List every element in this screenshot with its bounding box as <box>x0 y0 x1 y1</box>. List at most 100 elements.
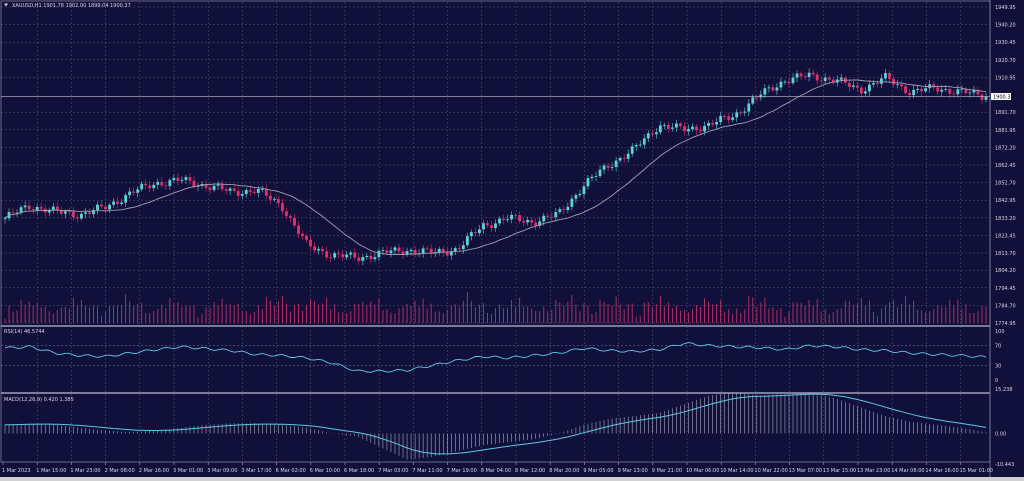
price-axis-label: 1910.95 <box>995 75 1016 81</box>
bull-candle <box>92 210 95 215</box>
bear-candle <box>75 217 79 219</box>
bull-candle <box>630 146 634 154</box>
bull-candle <box>23 205 27 208</box>
bull-candle <box>377 250 381 258</box>
bear-candle <box>518 215 522 222</box>
bull-candle <box>896 84 899 86</box>
bull-candle <box>779 81 783 88</box>
bull-candle <box>180 179 184 181</box>
bear-candle <box>31 209 35 211</box>
bear-candle <box>309 239 312 247</box>
bear-candle <box>904 86 907 94</box>
bear-candle <box>546 215 550 217</box>
time-axis-label: 14 Mar 08:00 <box>891 468 924 474</box>
bear-candle <box>88 212 91 215</box>
bull-candle <box>120 202 124 204</box>
time-axis-label: 8 Mar 20:00 <box>549 468 579 474</box>
bear-candle <box>666 124 670 129</box>
bull-candle <box>35 206 39 211</box>
bear-candle <box>699 130 702 132</box>
bear-candle <box>305 236 308 240</box>
bull-candle <box>389 250 393 254</box>
time-axis-label: 7 Mar 11:00 <box>412 468 442 474</box>
bull-candle <box>582 186 586 194</box>
price-axis-label: 1784.70 <box>995 303 1016 309</box>
bear-candle <box>739 112 743 114</box>
bear-candle <box>622 158 626 159</box>
bear-candle <box>502 218 505 220</box>
bull-candle <box>574 195 578 199</box>
bull-candle <box>482 223 485 230</box>
bear-candle <box>144 183 148 186</box>
bear-candle <box>831 79 835 83</box>
bull-candle <box>867 84 871 92</box>
bull-candle <box>972 90 976 93</box>
bear-candle <box>397 247 401 252</box>
bear-candle <box>224 189 228 191</box>
bull-candle <box>19 207 23 213</box>
price-axis-label: 1940.20 <box>995 23 1016 29</box>
time-axis-label: 2 Mar 16:00 <box>139 468 169 474</box>
bull-candle <box>916 88 920 90</box>
time-axis-label: 1 Mar 15:00 <box>36 468 66 474</box>
bull-candle <box>554 212 558 218</box>
price-axis-label: 1881.95 <box>995 128 1016 134</box>
bear-candle <box>876 83 879 84</box>
bear-candle <box>252 191 256 193</box>
macd-signal-line <box>5 393 987 455</box>
bull-candle <box>349 252 353 255</box>
chart-header: XAUUSD,H1 1901.78 1902.00 1899.04 1900.3… <box>12 3 131 9</box>
time-axis-label: 6 Mar 18:00 <box>344 468 374 474</box>
bull-candle <box>345 254 349 258</box>
bull-candle <box>84 212 87 214</box>
bull-candle <box>498 218 501 224</box>
time-axis-label: 10 Mar 14:00 <box>720 468 753 474</box>
price-axis-label: 1872.20 <box>995 145 1016 151</box>
time-axis-label: 7 Mar 03:00 <box>378 468 408 474</box>
bull-candle <box>140 183 144 190</box>
rsi-axis-label: 70 <box>995 344 1001 350</box>
bull-candle <box>675 123 678 128</box>
time-axis-label: 2 Mar 08:00 <box>105 468 135 474</box>
bear-candle <box>369 255 373 260</box>
bull-candle <box>3 218 7 220</box>
bear-candle <box>329 257 333 259</box>
bear-candle <box>980 94 984 100</box>
bear-candle <box>827 77 831 80</box>
bear-candle <box>530 219 534 223</box>
bear-candle <box>847 82 851 87</box>
bear-candle <box>132 191 136 193</box>
status-strip <box>0 477 1024 481</box>
bull-candle <box>465 236 469 246</box>
bull-candle <box>566 206 570 211</box>
bear-candle <box>522 221 526 223</box>
bear-candle <box>357 257 361 261</box>
bull-candle <box>735 112 739 118</box>
bull-candle <box>244 189 248 195</box>
bear-candle <box>711 122 715 125</box>
bull-candle <box>526 219 530 223</box>
bull-candle <box>361 257 365 261</box>
rsi-axis-label: 30 <box>995 363 1001 369</box>
bull-candle <box>880 78 883 84</box>
bear-candle <box>900 84 903 87</box>
price-axis-label: 1949.95 <box>995 5 1016 11</box>
bear-candle <box>936 87 940 92</box>
bear-candle <box>39 206 43 209</box>
current-price-badge <box>991 93 1011 101</box>
bull-candle <box>510 214 513 220</box>
bear-candle <box>236 190 240 196</box>
bull-candle <box>421 248 425 254</box>
bull-candle <box>494 223 497 228</box>
bull-candle <box>807 72 811 77</box>
time-axis-label: 13 Mar 07:00 <box>789 468 822 474</box>
bear-candle <box>683 126 686 132</box>
moving-average-line <box>4 79 987 256</box>
bull-candle <box>984 96 988 100</box>
price-axis-label: 1862.45 <box>995 163 1016 169</box>
bull-candle <box>184 177 188 180</box>
bull-candle <box>196 185 200 187</box>
bear-candle <box>104 206 107 210</box>
